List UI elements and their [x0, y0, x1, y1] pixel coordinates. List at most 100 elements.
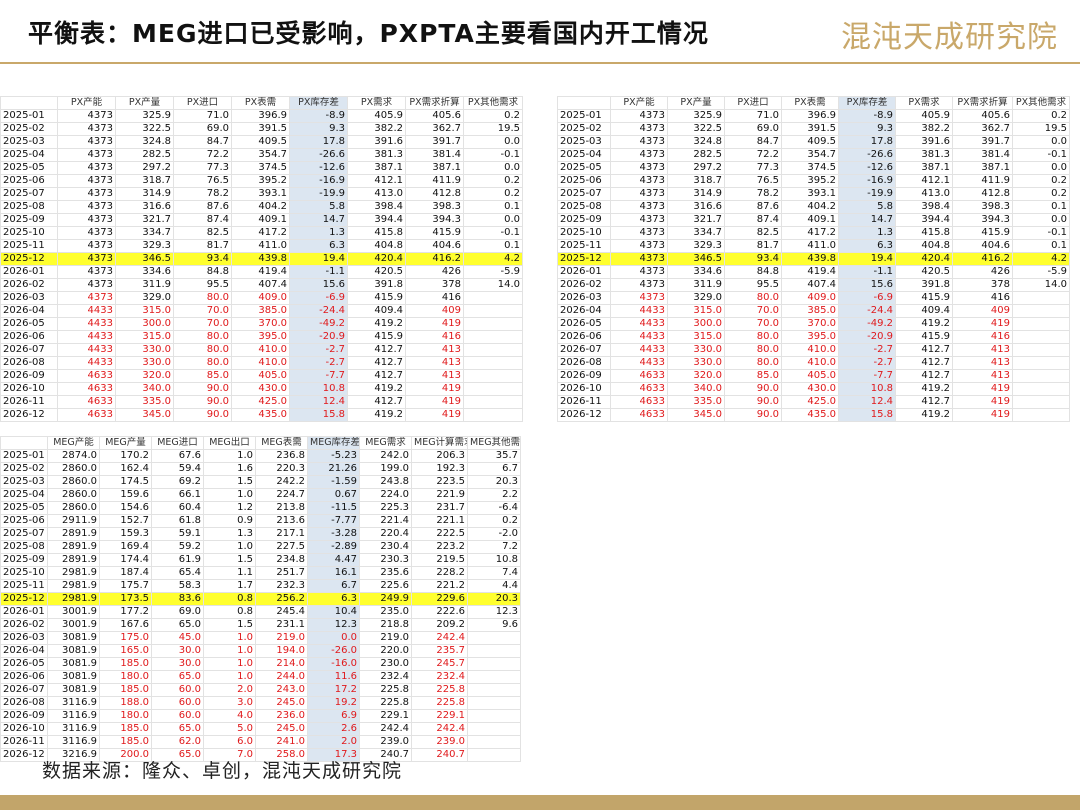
cell: 12.3	[467, 605, 521, 619]
data-row: 2025-10 4373 334.7 82.5 417.2 1.3 415.8 415.9 -0…	[0, 226, 523, 240]
cell: 415.9	[347, 291, 406, 305]
cell: 80.0	[724, 343, 782, 357]
cell: 221.1	[411, 514, 468, 528]
row-label: 2026-05	[0, 657, 48, 671]
cell: 244.0	[255, 670, 308, 684]
cell: 345.0	[115, 408, 174, 422]
cell: 415.9	[895, 291, 953, 305]
data-row: 2025-02 4373 322.5 69.0 391.5 9.3 382.2 362.7 19…	[557, 122, 1070, 136]
cell: -12.6	[838, 161, 896, 175]
cell: 239.0	[359, 735, 412, 749]
cell: 10.4	[307, 605, 360, 619]
cell: 222.5	[411, 527, 468, 541]
row-label: 2026-06	[557, 330, 611, 344]
cell: 82.5	[724, 226, 782, 240]
cell: 282.5	[115, 148, 174, 162]
data-row: 2025-06 4373 318.7 76.5 395.2 -16.9 412.1 411.9…	[0, 174, 523, 188]
cell: 435.0	[231, 408, 290, 422]
cell: 15.6	[838, 278, 896, 292]
cell: 395.2	[781, 174, 839, 188]
cell: 159.3	[99, 527, 152, 541]
cell: 17.8	[838, 135, 896, 149]
cell: 3001.9	[47, 618, 100, 632]
cell: 80.0	[173, 330, 232, 344]
cell: 320.0	[115, 369, 174, 383]
cell: 230.3	[359, 553, 412, 567]
cell: -2.89	[307, 540, 360, 554]
cell: 4373	[57, 174, 116, 188]
cell: 3.0	[203, 696, 256, 710]
row-label: 2025-11	[0, 579, 48, 593]
row-label: 2026-07	[0, 343, 58, 357]
cell: 7.4	[467, 566, 521, 580]
cell: -7.7	[289, 369, 348, 383]
column-header: PX需求	[347, 96, 406, 110]
cell: 17.2	[307, 683, 360, 697]
cell: 90.0	[724, 395, 782, 409]
cell: 345.0	[667, 408, 725, 422]
cell: 15.6	[289, 278, 348, 292]
data-row: 2025-07 4373 314.9 78.2 393.1 -19.9 413.0 412.8…	[0, 187, 523, 201]
data-row: 2025-07 2891.9 159.3 59.1 1.3 217.1 -3.28 220.4…	[0, 527, 521, 541]
cell: 90.0	[724, 382, 782, 396]
cell: 405.0	[781, 369, 839, 383]
data-row: 2025-07 4373 314.9 78.2 393.1 -19.9 413.0 412.8…	[557, 187, 1070, 201]
cell: 395.0	[781, 330, 839, 344]
cell: 242.0	[359, 449, 412, 463]
row-label: 2025-12	[557, 252, 611, 266]
column-header	[0, 436, 48, 450]
cell: 413	[405, 356, 464, 370]
cell: 415.9	[347, 330, 406, 344]
cell: 12.4	[838, 395, 896, 409]
cell: 95.5	[173, 278, 232, 292]
row-label: 2026-02	[0, 278, 58, 292]
cell: 174.4	[99, 553, 152, 567]
data-row: 2026-10 4633 340.0 90.0 430.0 10.8 419.2 419	[0, 382, 523, 396]
cell: 2981.9	[47, 579, 100, 593]
cell: -0.1	[1012, 148, 1070, 162]
cell: 235.0	[359, 605, 412, 619]
data-row: 2026-02 4373 311.9 95.5 407.4 15.6 391.8 378 14.…	[557, 278, 1070, 292]
cell: 65.0	[151, 722, 204, 736]
data-row: 2026-05 4433 300.0 70.0 370.0 -49.2 419.2 419	[557, 317, 1070, 331]
cell: 4373	[57, 278, 116, 292]
cell: 404.6	[405, 239, 464, 253]
cell: 12.4	[289, 395, 348, 409]
column-header: MEG需求	[359, 436, 412, 450]
cell: 411.0	[231, 239, 290, 253]
cell: 419	[405, 395, 464, 409]
cell: 439.8	[231, 252, 290, 266]
cell: 412.7	[895, 395, 953, 409]
cell: 410.0	[781, 343, 839, 357]
cell: -6.4	[467, 501, 521, 515]
cell: -24.4	[838, 304, 896, 318]
row-label: 2026-05	[0, 317, 58, 331]
data-row: 2025-09 4373 321.7 87.4 409.1 14.7 394.4 394.3 0…	[0, 213, 523, 227]
cell: 222.6	[411, 605, 468, 619]
cell: 329.0	[115, 291, 174, 305]
cell: 4373	[610, 252, 668, 266]
cell: 412.8	[405, 187, 464, 201]
row-label: 2026-12	[0, 748, 48, 762]
cell: 2981.9	[47, 566, 100, 580]
row-label: 2025-10	[0, 566, 48, 580]
cell: 62.0	[151, 735, 204, 749]
cell: 2.2	[467, 488, 521, 502]
cell	[463, 317, 523, 331]
cell: 4433	[610, 343, 668, 357]
cell: 404.8	[895, 239, 953, 253]
cell: 4433	[610, 356, 668, 370]
cell: 3116.9	[47, 696, 100, 710]
cell: 60.0	[151, 696, 204, 710]
cell: 35.7	[467, 449, 521, 463]
cell: 391.5	[231, 122, 290, 136]
cell: 6.7	[467, 462, 521, 476]
row-label: 2026-06	[0, 670, 48, 684]
cell: 6.7	[307, 579, 360, 593]
cell: 82.5	[173, 226, 232, 240]
cell: 425.0	[231, 395, 290, 409]
row-label: 2025-10	[557, 226, 611, 240]
cell: 4373	[610, 213, 668, 227]
cell	[467, 657, 521, 671]
cell: 1.5	[203, 475, 256, 489]
